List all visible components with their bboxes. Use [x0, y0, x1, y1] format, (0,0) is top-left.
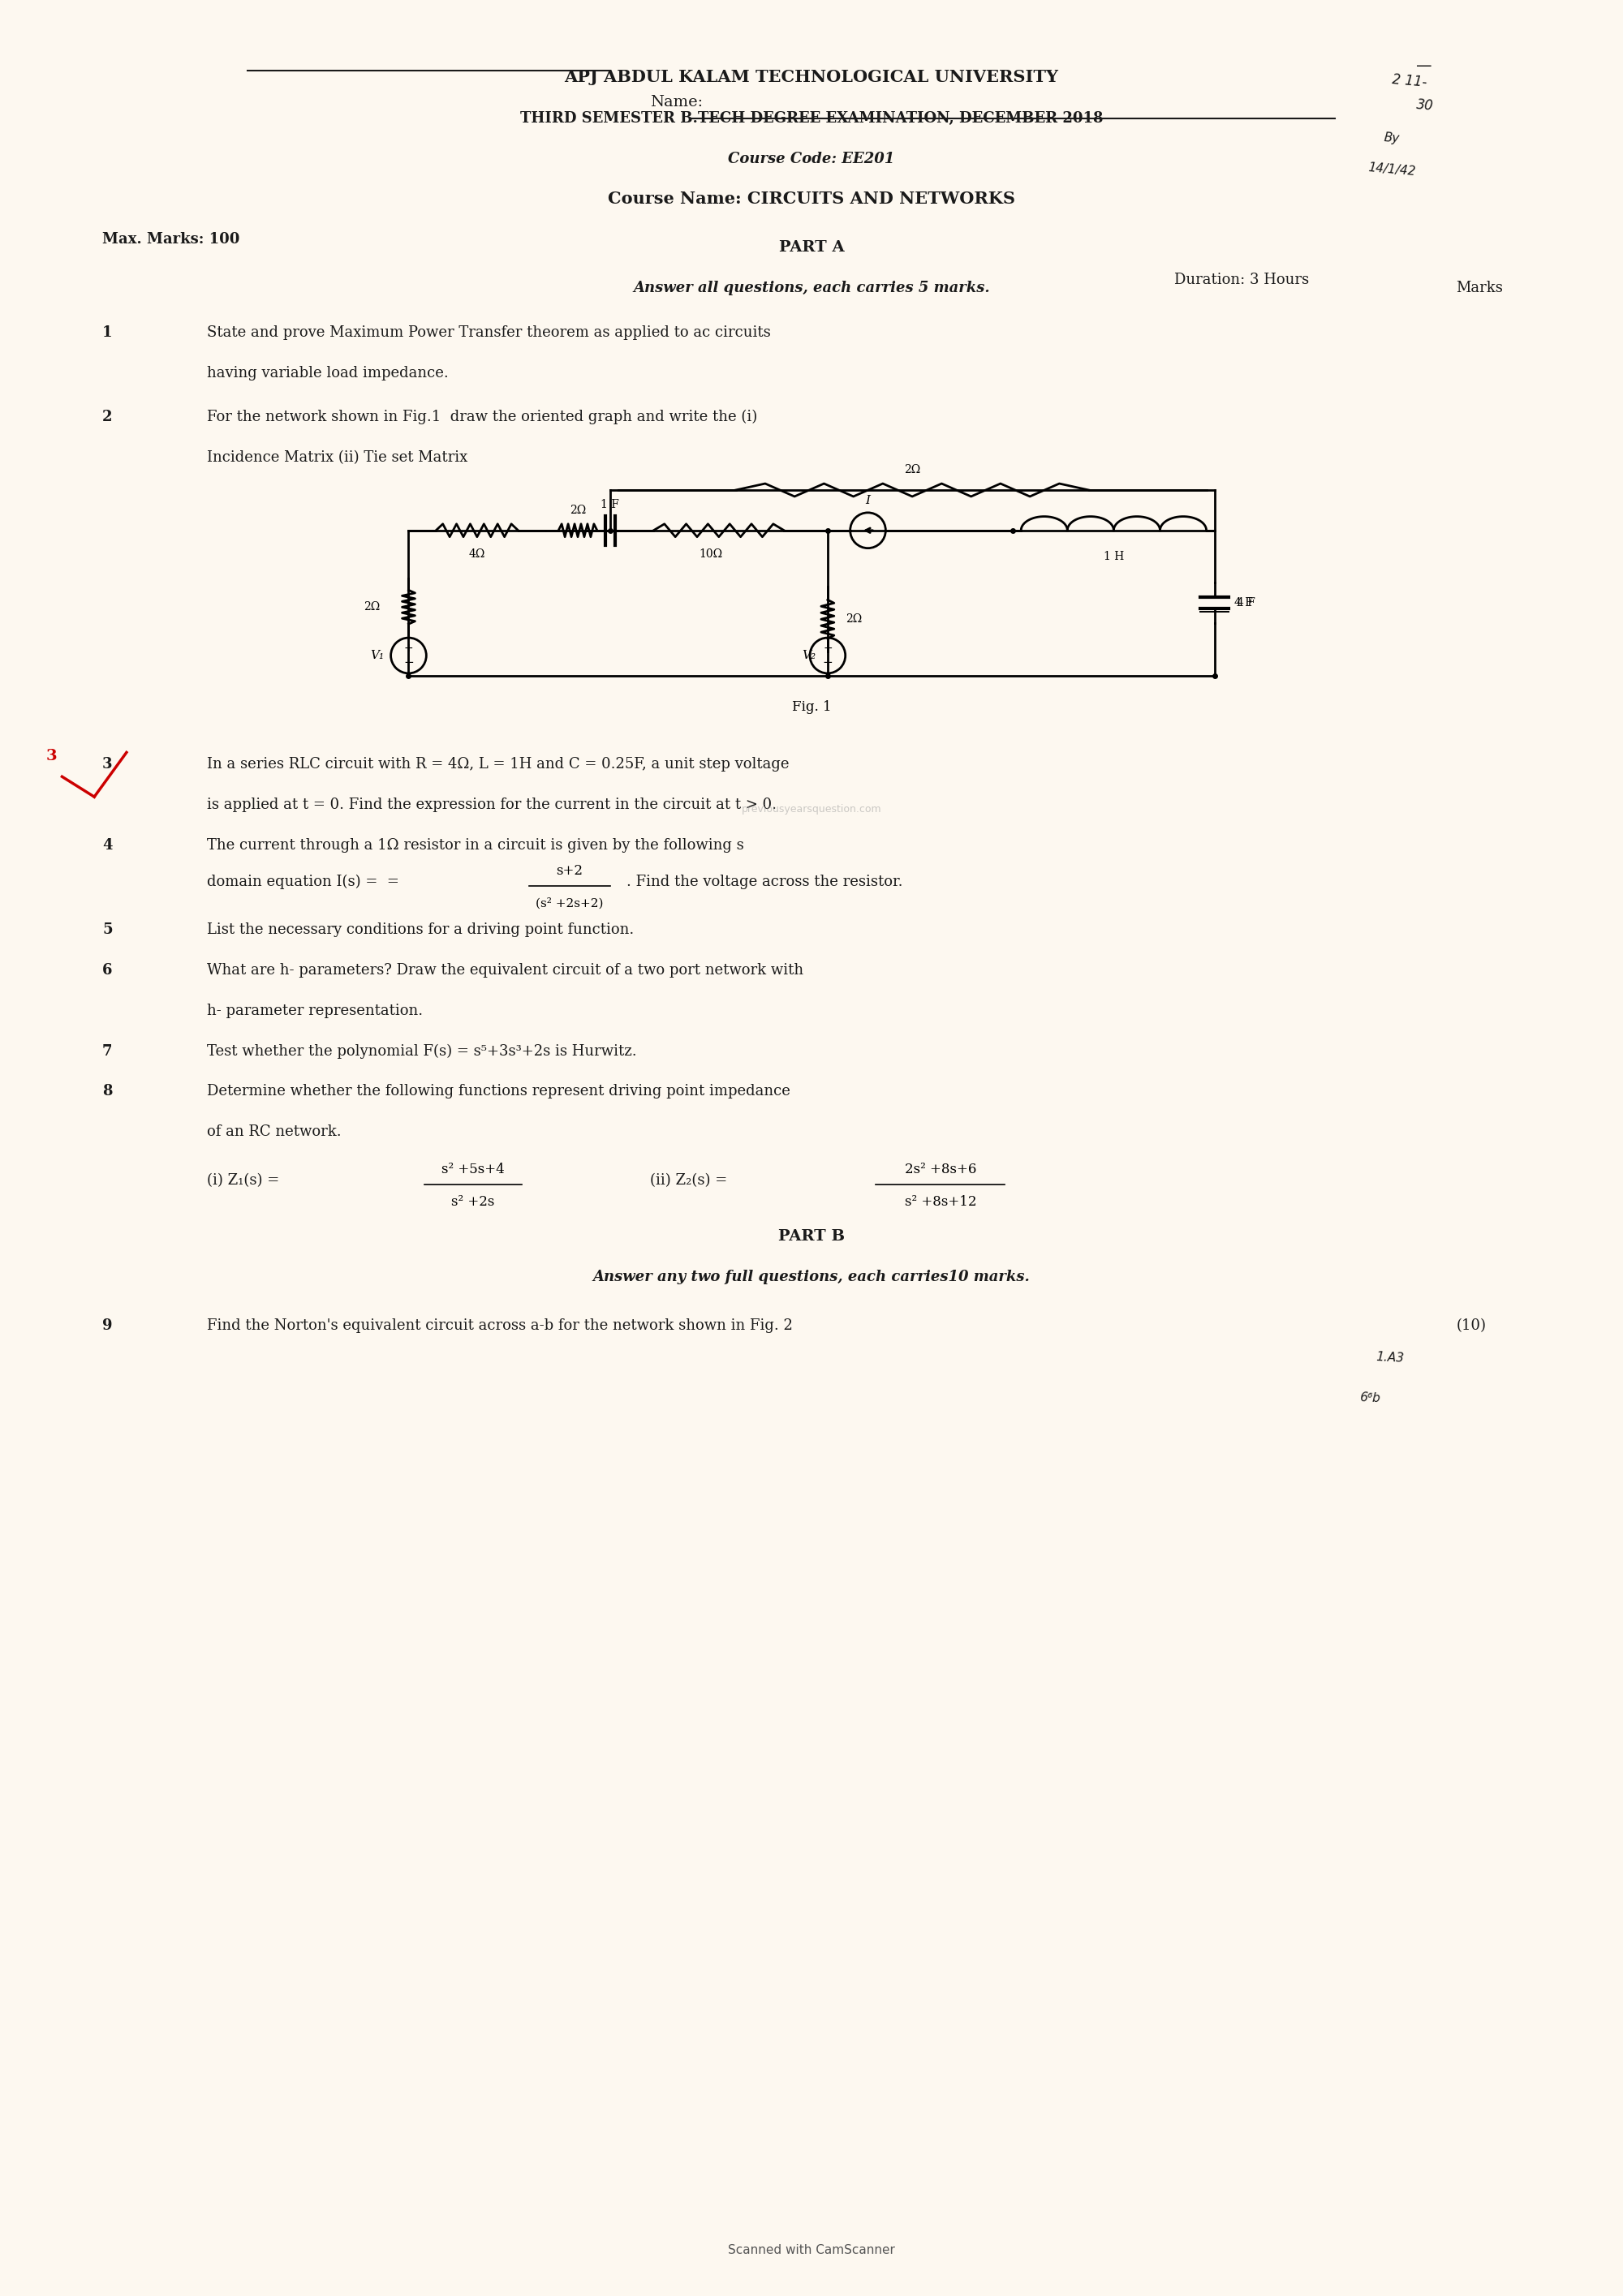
Text: 6⁶b: 6⁶b [1360, 1391, 1381, 1405]
Text: −: − [823, 657, 833, 668]
Text: Answer any two full questions, each carries10 marks.: Answer any two full questions, each carr… [592, 1270, 1031, 1283]
Text: 2Ω: 2Ω [364, 602, 380, 613]
Text: Scanned with CamScanner: Scanned with CamScanner [729, 2243, 894, 2257]
Text: (ii) Z₂(s) =: (ii) Z₂(s) = [651, 1173, 727, 1187]
Text: s² +2s: s² +2s [451, 1196, 495, 1210]
Text: 2s² +8s+6: 2s² +8s+6 [904, 1162, 977, 1176]
Text: previousyearsquestion.com: previousyearsquestion.com [742, 804, 881, 815]
Text: In a series RLC circuit with R = 4Ω, L = 1H and C = 0.25F, a unit step voltage: In a series RLC circuit with R = 4Ω, L =… [208, 758, 789, 771]
Text: 1.A3: 1.A3 [1376, 1350, 1404, 1364]
Text: Marks: Marks [1456, 280, 1503, 296]
Text: s² +8s+12: s² +8s+12 [904, 1196, 977, 1210]
Text: 14/1/42: 14/1/42 [1368, 161, 1417, 177]
Text: Course Code: EE201: Course Code: EE201 [729, 152, 894, 165]
Text: Test whether the polynomial F(s) = s⁵+3s³+2s is Hurwitz.: Test whether the polynomial F(s) = s⁵+3s… [208, 1045, 636, 1058]
Text: 2 11-: 2 11- [1393, 71, 1428, 90]
Text: 5: 5 [102, 923, 112, 937]
Text: (s² +2s+2): (s² +2s+2) [536, 898, 604, 909]
Text: —: — [1415, 57, 1431, 73]
Text: List the necessary conditions for a driving point function.: List the necessary conditions for a driv… [208, 923, 635, 937]
Text: (10): (10) [1456, 1318, 1487, 1334]
Text: domain equation I(s) =  =: domain equation I(s) = = [208, 875, 399, 889]
Text: Course Name: CIRCUITS AND NETWORKS: Course Name: CIRCUITS AND NETWORKS [609, 191, 1016, 207]
Text: +: + [404, 643, 414, 654]
Text: 4: 4 [102, 838, 112, 852]
Text: 2Ω: 2Ω [904, 464, 920, 475]
Text: V₂: V₂ [802, 650, 815, 661]
Text: Find the Norton's equivalent circuit across a-b for the network shown in Fig. 2: Find the Norton's equivalent circuit acr… [208, 1318, 794, 1334]
Text: State and prove Maximum Power Transfer theorem as applied to ac circuits: State and prove Maximum Power Transfer t… [208, 326, 771, 340]
Text: The current through a 1Ω resistor in a circuit is given by the following s: The current through a 1Ω resistor in a c… [208, 838, 743, 852]
Text: 1 F: 1 F [601, 498, 620, 510]
Text: V₁: V₁ [370, 650, 385, 661]
Text: THIRD SEMESTER B.TECH DEGREE EXAMINATION, DECEMBER 2018: THIRD SEMESTER B.TECH DEGREE EXAMINATION… [519, 110, 1104, 126]
Text: . Find the voltage across the resistor.: . Find the voltage across the resistor. [626, 875, 902, 889]
Text: 6: 6 [102, 962, 112, 978]
Text: 4 F: 4 F [1235, 597, 1253, 608]
Text: APJ ABDUL KALAM TECHNOLOGICAL UNIVERSITY: APJ ABDUL KALAM TECHNOLOGICAL UNIVERSITY [565, 69, 1058, 85]
Text: Incidence Matrix (ii) Tie set Matrix: Incidence Matrix (ii) Tie set Matrix [208, 450, 467, 466]
Text: is applied at t = 0. Find the expression for the current in the circuit at t > 0: is applied at t = 0. Find the expression… [208, 797, 777, 813]
Text: of an RC network.: of an RC network. [208, 1125, 341, 1139]
Text: 1 H: 1 H [1104, 551, 1125, 563]
Text: 30: 30 [1415, 99, 1435, 115]
Text: Fig. 1: Fig. 1 [792, 700, 831, 714]
Text: For the network shown in Fig.1  draw the oriented graph and write the (i): For the network shown in Fig.1 draw the … [208, 411, 758, 425]
Text: s+2: s+2 [557, 863, 583, 877]
Text: 10Ω: 10Ω [700, 549, 722, 560]
Text: Max. Marks: 100: Max. Marks: 100 [102, 232, 240, 248]
Text: h- parameter representation.: h- parameter representation. [208, 1003, 424, 1017]
Text: 9: 9 [102, 1318, 112, 1334]
Text: Determine whether the following functions represent driving point impedance: Determine whether the following function… [208, 1084, 790, 1100]
Text: 3: 3 [102, 758, 112, 771]
Text: Answer all questions, each carries 5 marks.: Answer all questions, each carries 5 mar… [633, 280, 990, 296]
Text: 7: 7 [102, 1045, 112, 1058]
Text: Duration: 3 Hours: Duration: 3 Hours [1173, 273, 1310, 287]
Text: What are h- parameters? Draw the equivalent circuit of a two port network with: What are h- parameters? Draw the equival… [208, 962, 803, 978]
Text: 4 F: 4 F [1237, 597, 1256, 608]
Text: s² +5s+4: s² +5s+4 [441, 1162, 505, 1176]
Text: 2Ω: 2Ω [570, 505, 586, 517]
Text: 4Ω: 4Ω [469, 549, 485, 560]
Text: 3: 3 [45, 748, 57, 765]
Text: having variable load impedance.: having variable load impedance. [208, 365, 448, 381]
Text: 8: 8 [102, 1084, 112, 1100]
Text: 1: 1 [102, 326, 112, 340]
Text: +: + [823, 643, 833, 654]
Text: 2: 2 [102, 411, 112, 425]
Text: PART B: PART B [777, 1228, 846, 1244]
Text: −: − [404, 657, 414, 668]
Text: (i) Z₁(s) =: (i) Z₁(s) = [208, 1173, 279, 1187]
Text: Name:: Name: [651, 94, 703, 110]
Text: By: By [1384, 131, 1401, 145]
Text: I: I [865, 496, 870, 505]
Text: PART A: PART A [779, 241, 844, 255]
Text: 2Ω: 2Ω [846, 613, 862, 625]
